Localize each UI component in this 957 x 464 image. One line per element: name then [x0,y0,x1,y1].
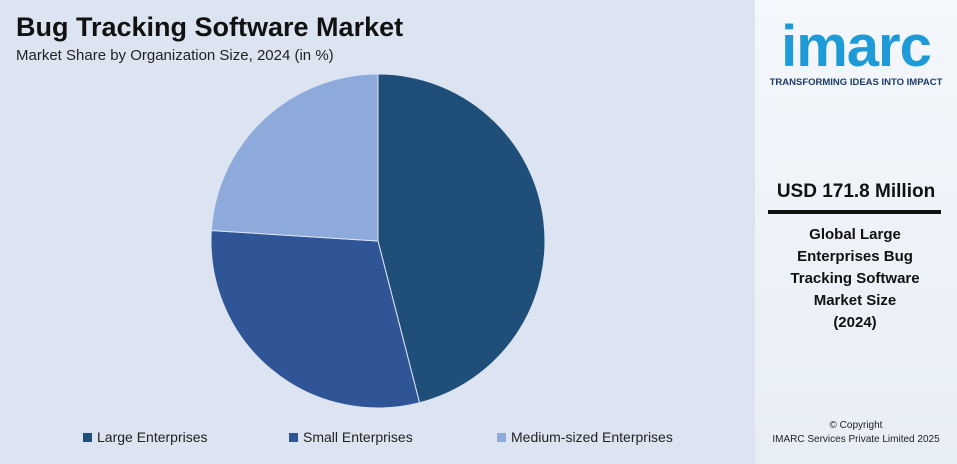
legend-label: Medium-sized Enterprises [511,429,673,445]
company: IMARC Services Private Limited 2025 [772,434,940,445]
legend-swatch [497,432,506,442]
sidebar: imarc TRANSFORMING IDEAS INTO IMPACT USD… [755,0,957,464]
chart-subtitle: Market Share by Organization Size, 2024 … [16,47,334,64]
legend-swatch [289,432,298,442]
pie-slice [210,229,421,409]
legend-label: Large Enterprises [97,429,208,445]
legend-label: Small Enterprises [303,429,413,445]
chart-title: Bug Tracking Software Market [16,12,404,42]
logo: imarc [781,14,932,79]
pie-slice [377,73,546,404]
chart-panel: Bug Tracking Software Market Market Shar… [0,0,755,464]
copyright: © Copyright [829,420,883,431]
divider [768,210,941,214]
legend-item: Large Enterprises [83,429,208,445]
pie-chart [210,73,546,409]
legend-item: Small Enterprises [289,429,413,445]
pie-slice [210,73,379,242]
market-value: USD 171.8 Million [776,181,936,202]
legend-swatch [83,432,92,442]
tagline: TRANSFORMING IDEAS INTO IMPACT [769,77,943,88]
legend-item: Medium-sized Enterprises [497,429,673,445]
description: Global Large Enterprises Bug Tracking So… [790,226,920,331]
